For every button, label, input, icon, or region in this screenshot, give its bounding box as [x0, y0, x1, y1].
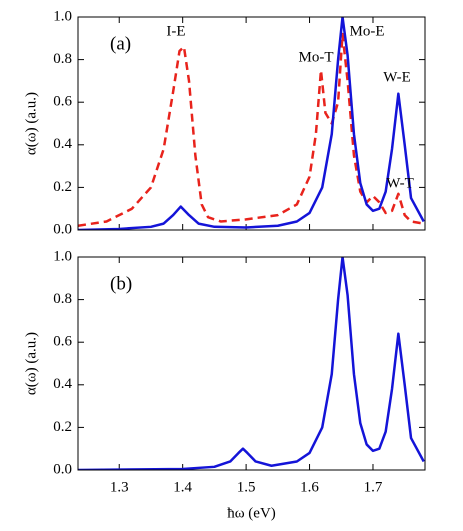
line-series [78, 257, 425, 470]
annotation: Mo-E [350, 23, 385, 39]
line-series [78, 17, 425, 230]
y-tick-label: 0.0 [53, 461, 72, 477]
y-tick-label: 0.4 [53, 376, 72, 392]
y-tick-label: 0.8 [53, 51, 72, 67]
annotation: I-E [166, 23, 185, 39]
line-series [78, 32, 424, 227]
x-tick-label: 1.5 [237, 479, 256, 495]
annotation: W-E [383, 69, 411, 85]
y-tick-label: 0.4 [53, 136, 72, 152]
y-tick-label: 0.0 [53, 221, 72, 237]
y-tick-label: 0.2 [53, 179, 72, 195]
x-tick-label: 1.6 [300, 479, 319, 495]
annotation: W-T [386, 175, 414, 191]
y-tick-label: 0.8 [53, 291, 72, 307]
y-tick-label: 0.2 [53, 419, 72, 435]
x-tick-label: 1.4 [173, 479, 192, 495]
annotation: Mo-T [299, 49, 334, 65]
x-axis-label: ħω (eV) [227, 505, 276, 521]
y-tick-label: 0.6 [53, 94, 72, 110]
y-axis-label: α(ω) (a.u.) [23, 92, 39, 155]
y-tick-label: 0.6 [53, 334, 72, 350]
y-tick-label: 1.0 [53, 248, 72, 264]
y-axis-label: α(ω) (a.u.) [23, 332, 39, 395]
plot-frame [77, 256, 426, 471]
x-tick-label: 1.7 [364, 479, 383, 495]
plot-frame [77, 16, 426, 231]
annotation: (a) [110, 33, 131, 54]
y-tick-label: 1.0 [53, 8, 72, 24]
annotation: (b) [110, 273, 132, 294]
x-tick-label: 1.3 [110, 479, 129, 495]
